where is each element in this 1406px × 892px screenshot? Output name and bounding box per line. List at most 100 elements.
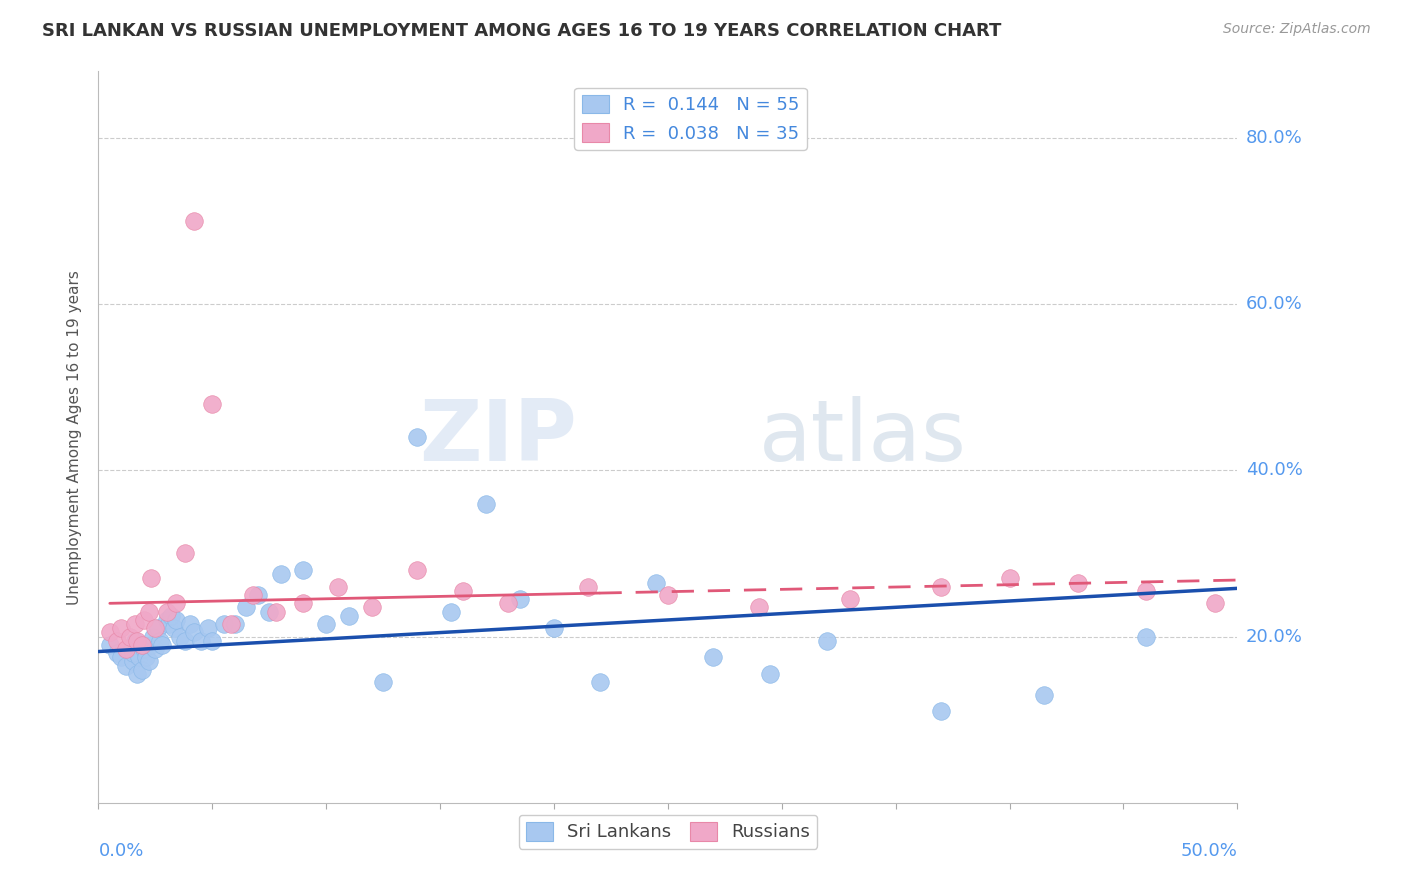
Point <box>105 646 128 660</box>
Point <box>162 621 184 635</box>
Point <box>576 580 599 594</box>
Point <box>114 642 136 657</box>
Point <box>259 605 281 619</box>
Text: SRI LANKAN VS RUSSIAN UNEMPLOYMENT AMONG AGES 16 TO 19 YEARS CORRELATION CHART: SRI LANKAN VS RUSSIAN UNEMPLOYMENT AMONG… <box>42 22 1001 40</box>
Point <box>197 621 219 635</box>
Point <box>588 675 610 690</box>
Point <box>121 646 143 660</box>
Point <box>149 633 172 648</box>
Point <box>190 633 212 648</box>
Text: 20.0%: 20.0% <box>1246 628 1302 646</box>
Point <box>929 580 952 594</box>
Point <box>292 563 315 577</box>
Point <box>146 621 169 635</box>
Point <box>145 642 167 657</box>
Point <box>138 605 160 619</box>
Point <box>127 667 149 681</box>
Point <box>1204 596 1226 610</box>
Point <box>124 617 146 632</box>
Point <box>270 567 292 582</box>
Point <box>132 642 155 657</box>
Point <box>98 638 121 652</box>
Point <box>815 633 838 648</box>
Point <box>406 430 429 444</box>
Text: 80.0%: 80.0% <box>1246 128 1302 147</box>
Point <box>131 638 153 652</box>
Text: ZIP: ZIP <box>419 395 576 479</box>
Point <box>657 588 679 602</box>
Point <box>142 630 165 644</box>
Point <box>543 621 565 635</box>
Point <box>156 605 179 619</box>
Point <box>1135 630 1157 644</box>
Point <box>117 642 139 657</box>
Point <box>183 214 205 228</box>
Point <box>337 608 360 623</box>
Point <box>702 650 724 665</box>
Point <box>135 650 157 665</box>
Point <box>145 621 167 635</box>
Point <box>315 617 337 632</box>
Point <box>138 655 160 669</box>
Text: atlas: atlas <box>759 395 967 479</box>
Point <box>474 497 496 511</box>
Point <box>139 571 162 585</box>
Point <box>114 658 136 673</box>
Point <box>498 596 520 610</box>
Point <box>169 630 191 644</box>
Point <box>759 667 782 681</box>
Text: 50.0%: 50.0% <box>1181 842 1237 860</box>
Point <box>174 633 197 648</box>
Point <box>183 625 205 640</box>
Point <box>292 596 315 610</box>
Legend: Sri Lankans, Russians: Sri Lankans, Russians <box>519 814 817 848</box>
Point <box>235 600 257 615</box>
Point <box>160 608 183 623</box>
Point <box>219 617 242 632</box>
Text: Source: ZipAtlas.com: Source: ZipAtlas.com <box>1223 22 1371 37</box>
Point <box>179 617 201 632</box>
Point <box>748 600 770 615</box>
Point <box>242 588 264 602</box>
Point <box>371 675 394 690</box>
Point <box>157 617 180 632</box>
Text: 60.0%: 60.0% <box>1246 295 1302 313</box>
Point <box>406 563 429 577</box>
Point <box>360 600 382 615</box>
Point <box>224 617 246 632</box>
Point <box>440 605 463 619</box>
Point <box>929 705 952 719</box>
Point <box>201 397 224 411</box>
Point <box>156 613 179 627</box>
Point <box>509 592 531 607</box>
Point <box>127 633 149 648</box>
Point <box>110 650 132 665</box>
Point <box>174 546 197 560</box>
Point <box>212 617 235 632</box>
Point <box>124 633 146 648</box>
Text: 40.0%: 40.0% <box>1246 461 1302 479</box>
Point <box>1135 583 1157 598</box>
Point <box>326 580 349 594</box>
Point <box>150 638 173 652</box>
Point <box>1032 688 1054 702</box>
Point <box>121 655 143 669</box>
Point <box>165 596 187 610</box>
Y-axis label: Unemployment Among Ages 16 to 19 years: Unemployment Among Ages 16 to 19 years <box>67 269 83 605</box>
Point <box>264 605 287 619</box>
Point <box>131 663 153 677</box>
Point <box>645 575 668 590</box>
Point <box>98 625 121 640</box>
Point <box>120 630 142 644</box>
Point <box>105 633 128 648</box>
Point <box>201 633 224 648</box>
Point <box>451 583 474 598</box>
Point <box>132 613 155 627</box>
Point <box>110 621 132 635</box>
Point <box>165 613 187 627</box>
Point <box>839 592 862 607</box>
Point <box>139 638 162 652</box>
Point <box>128 650 150 665</box>
Point <box>998 571 1021 585</box>
Text: 0.0%: 0.0% <box>98 842 143 860</box>
